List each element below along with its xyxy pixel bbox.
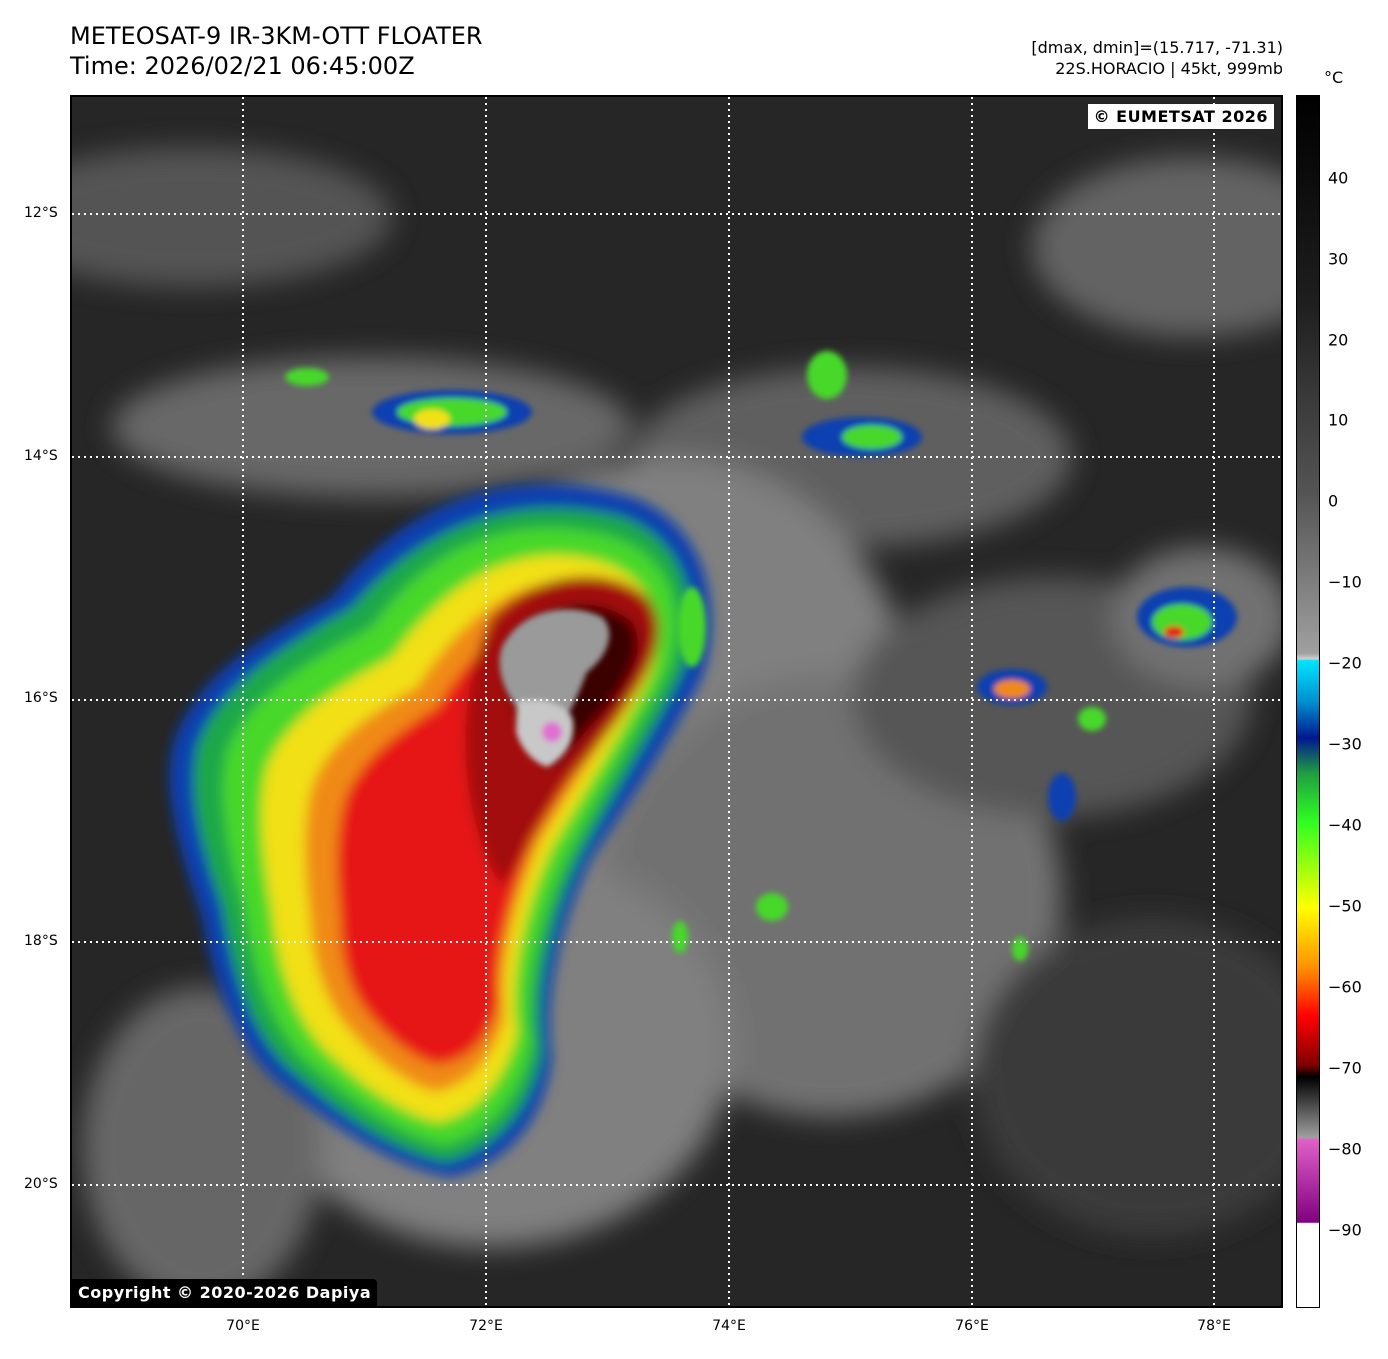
lat-label-16s: 16°S [24,690,58,706]
colorbar-tick: −80 [1328,1139,1362,1159]
colorbar-tick: −40 [1328,815,1362,835]
dmax-dmin-readout: [dmax, dmin]=(15.717, -71.31) [1031,38,1283,57]
lat-label-18s: 18°S [24,933,58,949]
eumetsat-copyright: © EUMETSAT 2026 [1087,104,1274,129]
ir-imagery [72,97,1281,1306]
lat-label-12s: 12°S [24,205,58,221]
colorbar-tick: −60 [1328,977,1362,997]
colorbar-tick: −20 [1328,653,1362,673]
lat-label-20s: 20°S [24,1176,58,1192]
map-title: METEOSAT-9 IR-3KM-OTT FLOATER [70,22,483,50]
satellite-map: © EUMETSAT 2026 Copyright © 2020-2026 Da… [70,95,1283,1308]
colorbar [1296,95,1320,1308]
colorbar-tick: 40 [1328,168,1349,188]
lon-label-78e: 78°E [1197,1318,1231,1334]
lon-label-76e: 76°E [955,1318,989,1334]
lon-label-74e: 74°E [712,1318,746,1334]
lon-label-72e: 72°E [469,1318,503,1334]
colorbar-tick: 10 [1328,410,1349,430]
map-time: Time: 2026/02/21 06:45:00Z [70,52,415,80]
lon-label-70e: 70°E [226,1318,260,1334]
colorbar-tick: 0 [1328,491,1339,511]
colorbar-tick: −30 [1328,734,1362,754]
colorbar-unit: °C [1324,68,1344,87]
colorbar-tick: −90 [1328,1220,1362,1240]
colorbar-tick: −70 [1328,1058,1362,1078]
colorbar-tick: 20 [1328,330,1349,350]
colorbar-tick: −50 [1328,896,1362,916]
colorbar-tick: −10 [1328,572,1362,592]
colorbar-tick: 30 [1328,249,1349,269]
lat-label-14s: 14°S [24,448,58,464]
dapiya-copyright: Copyright © 2020-2026 Dapiya [72,1279,378,1306]
storm-info: 22S.HORACIO | 45kt, 999mb [1055,59,1283,78]
